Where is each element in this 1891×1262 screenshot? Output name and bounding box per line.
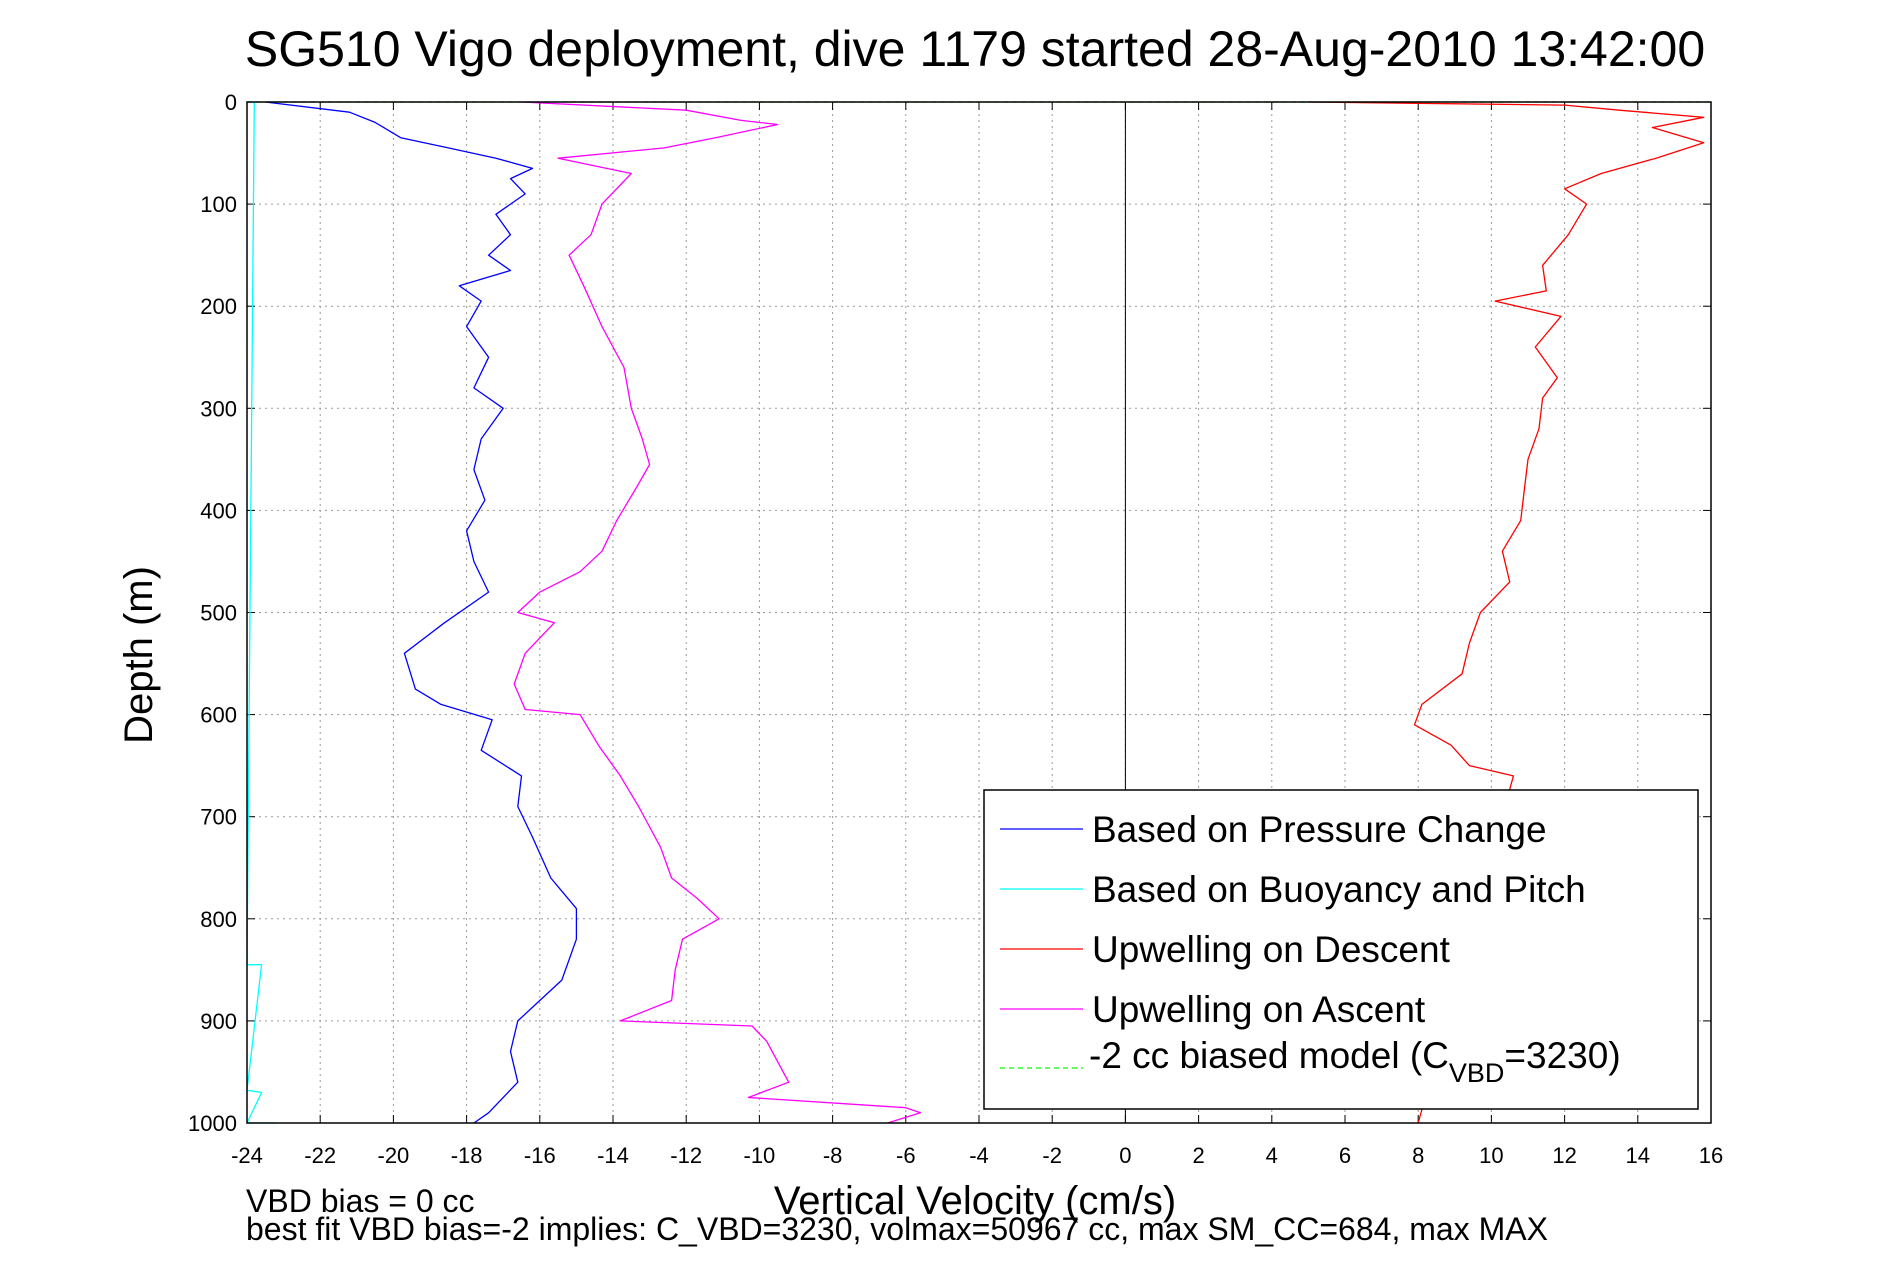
legend-biased-sub: VBD <box>1449 1058 1505 1088</box>
y-tick-label: 1000 <box>188 1111 237 1136</box>
x-axis-label: Vertical Velocity (cm/s) <box>774 1179 1176 1223</box>
y-tick-label: 200 <box>200 294 237 319</box>
x-tick-label: 6 <box>1339 1143 1351 1168</box>
series-line-upwelling-on-ascent <box>513 101 922 1124</box>
x-tick-label: 16 <box>1699 1143 1723 1168</box>
y-axis-label: Depth (m) <box>117 566 161 744</box>
series-line-based-on-buoyancy-and-pitch <box>246 101 277 1124</box>
legend-label-pressure: Based on Pressure Change <box>1092 809 1547 850</box>
x-tick-label: -10 <box>744 1143 776 1168</box>
x-tick-label: 14 <box>1626 1143 1650 1168</box>
x-tick-label: -22 <box>304 1143 336 1168</box>
legend-label-ascent: Upwelling on Ascent <box>1092 989 1426 1030</box>
legend-label-descent: Upwelling on Descent <box>1092 929 1451 970</box>
x-tick-label: -14 <box>597 1143 629 1168</box>
legend-biased-pre: -2 cc biased model (C <box>1089 1035 1449 1076</box>
x-tick-labels: -24 -22 -20 -18 -16 -14 -12 -10 -8 -6 -4 -2 0 2 4 6 8 10 1… <box>231 1143 1723 1168</box>
x-tick-label: -20 <box>378 1143 410 1168</box>
x-tick-label: -4 <box>969 1143 989 1168</box>
y-tick-label: 900 <box>200 1009 237 1034</box>
x-tick-label: 4 <box>1266 1143 1278 1168</box>
y-tick-label: 400 <box>200 498 237 523</box>
chart-title: SG510 Vigo deployment, dive 1179 started… <box>245 21 1705 77</box>
y-tick-label: 600 <box>200 703 237 728</box>
legend-box <box>983 789 1699 1110</box>
vbd-bias-note: VBD bias = 0 cc <box>246 1183 475 1219</box>
x-tick-label: -8 <box>823 1143 843 1168</box>
y-tick-label: 0 <box>225 90 237 115</box>
y-tick-label: 500 <box>200 601 237 626</box>
series-line-based-on-pressure-change <box>265 101 578 1124</box>
best-fit-note: best fit VBD bias=-2 implies: C_VBD=3230… <box>246 1211 1548 1247</box>
grid <box>246 101 1712 1124</box>
x-tick-label: 2 <box>1192 1143 1204 1168</box>
x-tick-label: 0 <box>1119 1143 1131 1168</box>
legend-biased-post: =3230) <box>1504 1035 1620 1076</box>
x-tick-label: -6 <box>896 1143 916 1168</box>
legend-label-biased: -2 cc biased model (CVBD=3230) <box>1089 1035 1621 1088</box>
x-tick-label: -16 <box>524 1143 556 1168</box>
series-line-upwelling-on-descent <box>1308 101 1705 1124</box>
x-tick-label: 10 <box>1479 1143 1503 1168</box>
legend-label-buoyancy: Based on Buoyancy and Pitch <box>1092 869 1586 910</box>
y-tick-label: 300 <box>200 396 237 421</box>
x-tick-label: 8 <box>1412 1143 1424 1168</box>
x-tick-label: -18 <box>451 1143 483 1168</box>
y-tick-label: 700 <box>200 805 237 830</box>
plot-frame <box>246 101 1712 1124</box>
x-tick-label: 12 <box>1552 1143 1576 1168</box>
y-tick-label: 800 <box>200 907 237 932</box>
x-tick-label: -12 <box>670 1143 702 1168</box>
x-tick-label: -24 <box>231 1143 263 1168</box>
x-tick-label: -2 <box>1042 1143 1062 1168</box>
legend: Based on Pressure Change Based on Buoyan… <box>983 789 1699 1110</box>
y-tick-labels: 0 100 200 300 400 500 600 700 800 900 1000 <box>188 90 237 1136</box>
y-tick-label: 100 <box>200 192 237 217</box>
